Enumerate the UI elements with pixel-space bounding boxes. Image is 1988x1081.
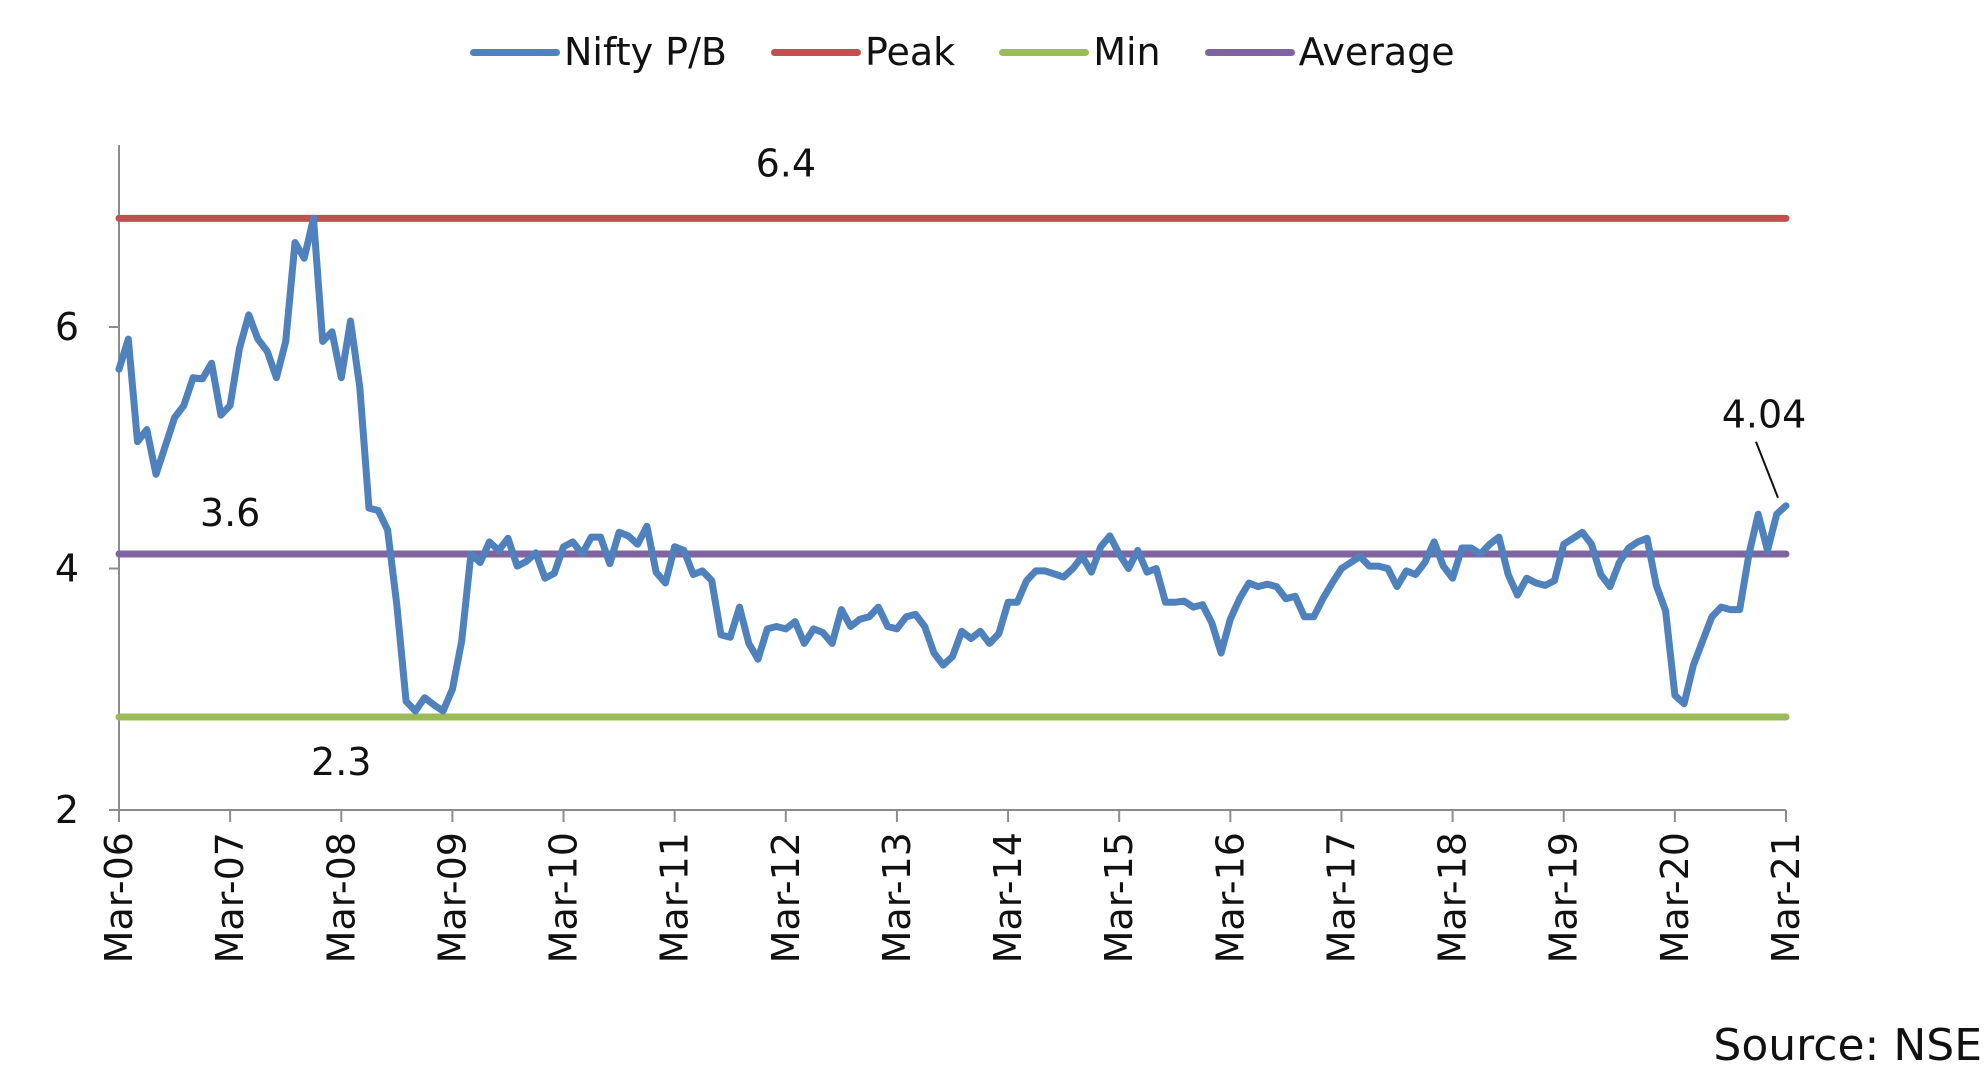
legend-label-nifty-pb: Nifty P/B xyxy=(564,30,727,74)
legend-swatch-peak xyxy=(770,48,861,56)
legend-label-min: Min xyxy=(1093,30,1161,74)
y-tick-label: 6 xyxy=(55,305,79,349)
chart-legend: Nifty P/B Peak Min Average xyxy=(470,30,1499,74)
x-tick-label: Mar-20 xyxy=(1653,832,1697,963)
y-tick-label: 2 xyxy=(55,788,79,832)
current-value-pointer xyxy=(1755,441,1779,499)
legend-item-average: Average xyxy=(1204,30,1455,74)
x-tick-label: Mar-18 xyxy=(1431,832,1475,963)
x-tick-label: Mar-08 xyxy=(319,832,363,963)
x-tick-label: Mar-14 xyxy=(986,832,1030,963)
x-tick-label: Mar-17 xyxy=(1319,832,1363,963)
x-tick-label: Mar-11 xyxy=(653,832,697,963)
current-value-label: 4.04 xyxy=(1722,393,1807,437)
legend-label-peak: Peak xyxy=(864,30,956,74)
y-tick-label: 4 xyxy=(55,547,79,591)
average-value-label: 3.6 xyxy=(200,491,260,535)
x-tick-label: Mar-06 xyxy=(97,832,141,963)
peak-value-label: 6.4 xyxy=(756,141,816,185)
x-tick-label: Mar-10 xyxy=(542,832,586,963)
x-tick-label: Mar-13 xyxy=(875,832,919,963)
x-tick-label: Mar-09 xyxy=(430,832,474,963)
legend-item-min: Min xyxy=(999,30,1161,74)
legend-item-peak: Peak xyxy=(770,30,956,74)
x-tick-label: Mar-12 xyxy=(764,832,808,963)
legend-swatch-min xyxy=(999,48,1090,56)
nifty-pb-line xyxy=(115,214,1790,715)
source-note: Source: NSE xyxy=(1713,1020,1982,1071)
min-value-label: 2.3 xyxy=(311,740,371,784)
legend-label-average: Average xyxy=(1298,30,1455,74)
legend-swatch-average xyxy=(1204,48,1295,56)
x-tick-label: Mar-15 xyxy=(1097,832,1141,963)
x-tick-label: Mar-16 xyxy=(1208,832,1252,963)
x-tick-label: Mar-21 xyxy=(1764,832,1808,963)
x-tick-label: Mar-19 xyxy=(1542,832,1586,963)
legend-swatch-nifty-pb xyxy=(470,48,560,56)
x-tick-label: Mar-07 xyxy=(208,832,252,963)
legend-item-nifty-pb: Nifty P/B xyxy=(470,30,727,74)
